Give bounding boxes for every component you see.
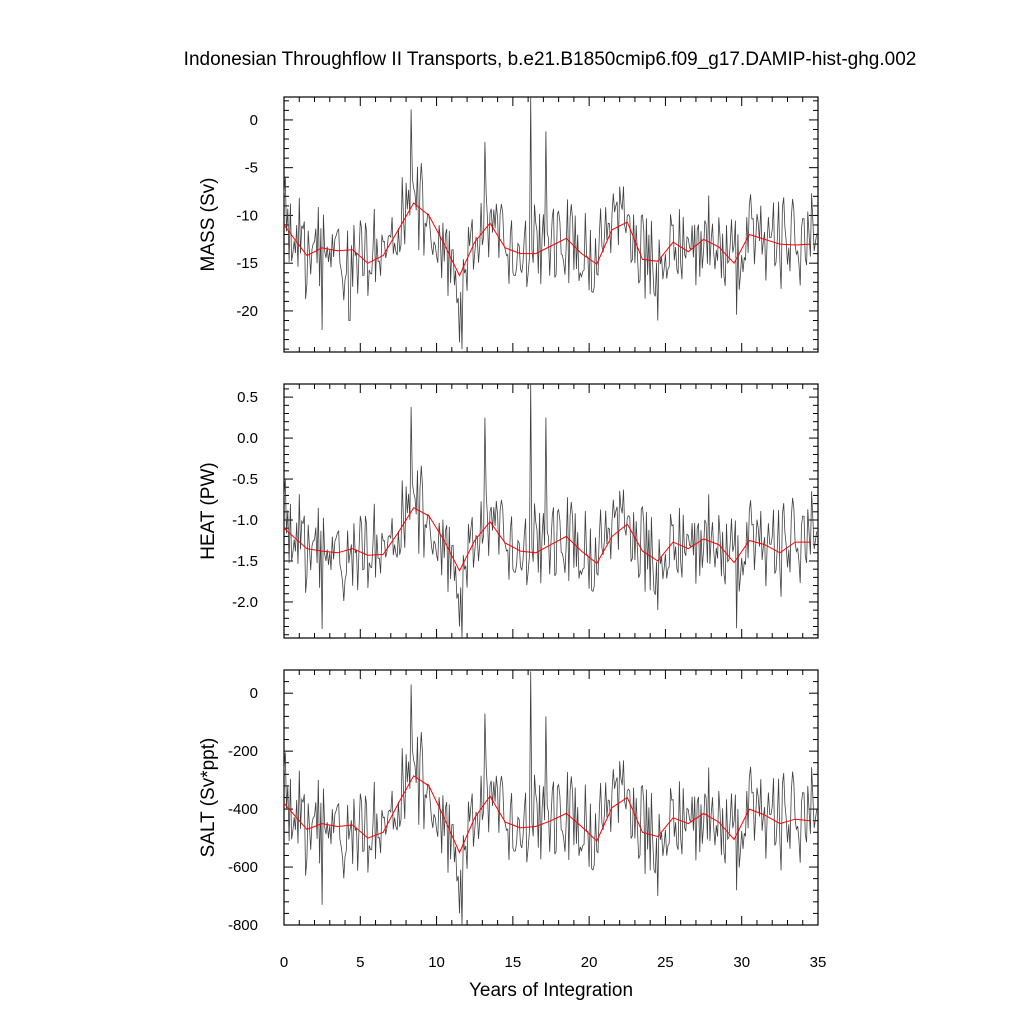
panel-2: 0.5 0.0 -0.5 -1.0 -1.5 -2.0 HEAT (PW) [198,383,819,639]
x-tick-label: 30 [733,954,750,971]
y-tick-label: -0.5 [232,471,258,488]
smoothed-series-line [283,202,811,277]
x-tick-label: 25 [657,954,674,971]
x-tick-label: 10 [428,954,445,971]
raw-series-line [283,383,818,639]
y-tick-label: -20 [236,303,258,320]
x-tick-label: 5 [356,954,364,971]
y-tick-label: -200 [228,743,258,760]
y-tick-label: -800 [228,917,258,934]
y-tick-label: -1.5 [232,553,258,570]
y-tick-label: -400 [228,801,258,818]
panel-1: 0 -5 -10 -15 -20 MASS (Sv) [198,96,819,353]
smoothed-series-line [283,775,811,854]
x-tick-label: 20 [581,954,598,971]
y-axis-label: SALT (Sv*ppt) [198,738,219,858]
y-tick-label: 0.0 [237,430,258,447]
panels: 0 -5 -10 -15 -20 MASS (Sv) 0.5 0.0 -0.5 -1.0 -1.5 -… [198,96,827,971]
plot-frame [283,96,819,353]
x-tick-label: 35 [810,954,827,971]
raw-series-line [283,671,818,926]
y-axis-label: MASS (Sv) [198,178,219,272]
y-tick-label: -1.0 [232,512,258,529]
y-axis-label: HEAT (PW) [198,462,219,559]
y-tick-label: -600 [228,859,258,876]
plot-frame [283,383,819,639]
y-tick-label: -15 [236,255,258,272]
panel-3: 0 -200 -400 -600 -800 SALT (Sv*ppt) 0 5 10 15 20 25… [198,669,827,971]
raw-series-line [283,96,818,350]
y-tick-label: 0.5 [237,389,258,406]
x-axis-label: Years of Integration [469,980,633,1001]
plot-frame [283,669,819,926]
x-tick-label: 15 [505,954,522,971]
y-tick-label: -2.0 [232,594,258,611]
y-tick-label: 0 [250,685,258,702]
x-tick-label: 0 [280,954,288,971]
y-tick-label: 0 [250,112,258,129]
chart-title: Indonesian Throughflow II Transports, b.… [184,49,917,70]
y-tick-label: -10 [236,207,258,224]
smoothed-series-line [283,507,811,572]
y-tick-label: -5 [245,160,258,177]
